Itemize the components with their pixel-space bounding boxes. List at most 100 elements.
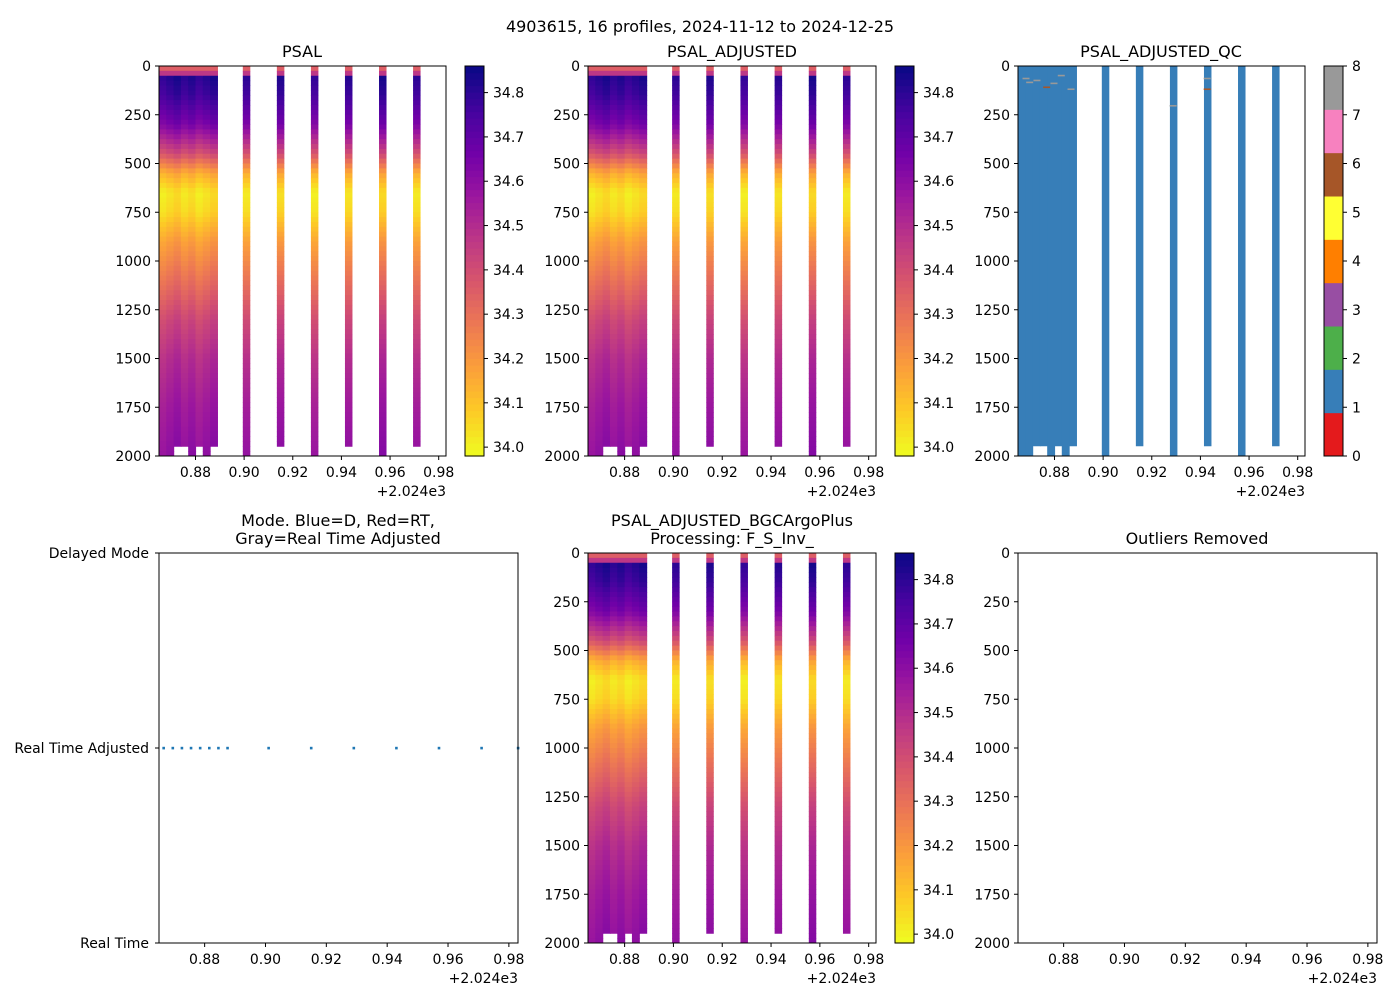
psal-bgc-salinity-cell: [842, 791, 851, 798]
psal-adjusted-ytick-label: 750: [553, 205, 580, 221]
psal-bgc-salinity-cell: [842, 865, 851, 871]
psal-adjusted-salinity-cell: [740, 417, 748, 423]
psal-bgc-salinity-cell: [842, 704, 851, 710]
psal-bgc-salinity-cell: [740, 816, 748, 822]
psal-bgc-salinity-cell: [740, 562, 748, 569]
psal-salinity-cell: [166, 168, 175, 174]
psal-bgc-salinity-cell: [588, 689, 596, 695]
psal-salinity-cell: [180, 334, 189, 340]
psal-bgc-colorbar-gradient-step: [895, 884, 914, 892]
psal-bgc-salinity-cell: [595, 782, 604, 788]
psal-adjusted-colorbar-gradient-step: [895, 430, 914, 438]
psal-adjusted-salinity-cell: [808, 148, 817, 155]
psal-bgc-salinity-cell: [706, 879, 714, 885]
psal-salinity-cell: [202, 231, 211, 238]
psal-adjusted-salinity-cell: [842, 119, 851, 125]
psal-adjusted-salinity-cell: [609, 80, 618, 86]
psal-bgc-salinity-cell: [609, 655, 618, 661]
psal-bgc-salinity-cell: [588, 587, 596, 593]
psal-bgc-salinity-cell: [672, 865, 680, 871]
psal-salinity-cell: [242, 441, 251, 447]
psal-bgc-salinity-cell: [588, 626, 596, 632]
psal-salinity-cell: [195, 387, 204, 394]
psal-adjusted-salinity-cell: [588, 397, 596, 403]
psal-bgc-salinity-cell: [740, 689, 748, 695]
psal-colorbar-gradient-step: [465, 430, 484, 438]
psal-salinity-cell: [173, 295, 182, 301]
psal-adjusted-salinity-cell: [617, 241, 626, 247]
psal-bgc-salinity-cell: [588, 577, 596, 583]
psal-adjusted-salinity-cell: [639, 324, 648, 330]
psal-adjusted-salinity-cell: [672, 100, 680, 106]
psal-adjusted-salinity-cell: [808, 363, 817, 369]
psal-bgc-salinity-cell: [602, 709, 611, 715]
psal-adjusted-qc-ytick-label: 1500: [974, 352, 1010, 368]
psal-adjusted-salinity-cell: [609, 295, 618, 301]
psal-bgc-salinity-cell: [672, 713, 680, 720]
psal-salinity-cell: [210, 178, 218, 184]
psal-salinity-cell: [310, 66, 319, 72]
psal-adjusted-salinity-cell: [595, 343, 604, 350]
psal-bgc-salinity-cell: [774, 923, 783, 929]
psal-adjusted-salinity-cell: [624, 153, 633, 160]
psal-bgc-salinity-cell: [631, 606, 640, 612]
psal-bgc-salinity-cell: [639, 699, 648, 705]
psal-salinity-cell: [180, 426, 189, 433]
psal-salinity-cell: [202, 407, 211, 413]
psal-adjusted-salinity-cell: [842, 290, 851, 296]
psal-bgc-ytick-label: 250: [553, 595, 580, 611]
psal-adjusted-salinity-cell: [706, 387, 714, 394]
psal-bgc-salinity-cell: [617, 865, 626, 871]
psal-salinity-cell: [344, 178, 353, 184]
psal-salinity-cell: [166, 100, 175, 106]
psal-adjusted-salinity-cell: [595, 192, 604, 199]
psal-bgc-salinity-cell: [609, 835, 618, 842]
psal-adjusted-salinity-cell: [609, 426, 618, 433]
psal-bgc-colorbar-gradient-step: [895, 728, 914, 736]
psal-adjusted-qc-qc-flag-mark: [1203, 77, 1211, 80]
psal-salinity-cell: [344, 90, 353, 96]
psal-colorbar-gradient-step: [465, 371, 484, 379]
psal-salinity-cell: [413, 251, 421, 257]
psal-bgc-salinity-cell: [617, 787, 626, 793]
psal-ytick-label: 250: [124, 108, 151, 124]
psal-salinity-cell: [242, 421, 251, 428]
psal-salinity-cell: [310, 407, 319, 413]
psal-salinity-cell: [310, 148, 319, 155]
psal-bgc-salinity-cell: [631, 577, 640, 583]
psal-adjusted-salinity-cell: [639, 343, 648, 350]
psal-salinity-cell: [210, 412, 218, 418]
psal-adjusted-salinity-cell: [617, 397, 626, 403]
psal-salinity-cell: [242, 90, 251, 96]
psal-adjusted-qc-ytick-label: 1250: [974, 303, 1010, 319]
psal-adjusted-salinity-cell: [631, 426, 640, 433]
psal-bgc-profile-column: [842, 553, 851, 934]
psal-salinity-cell: [195, 256, 204, 262]
psal-bgc-salinity-cell: [842, 757, 851, 764]
psal-adjusted-salinity-cell: [672, 163, 680, 169]
psal-adjusted-colorbar-gradient-step: [895, 118, 914, 126]
psal-adjusted-salinity-cell: [631, 407, 640, 413]
psal-salinity-cell: [310, 285, 319, 291]
psal-bgc-profile-column: [602, 553, 611, 934]
psal-adjusted-salinity-cell: [588, 202, 596, 208]
psal-bgc-salinity-cell: [624, 587, 633, 593]
psal-colorbar-gradient-step: [465, 306, 484, 314]
psal-bgc-salinity-cell: [595, 767, 604, 773]
psal-bgc-salinity-cell: [617, 709, 626, 715]
psal-bgc-salinity-cell: [602, 767, 611, 773]
psal-bgc-salinity-cell: [609, 899, 618, 905]
psal-salinity-cell: [159, 114, 167, 121]
psal-adjusted-salinity-cell: [808, 129, 817, 135]
psal-adjusted-salinity-cell: [774, 197, 783, 203]
psal-salinity-cell: [166, 334, 175, 340]
psal-bgc-salinity-cell: [609, 796, 618, 803]
psal-salinity-cell: [242, 412, 251, 418]
psal-adjusted-salinity-cell: [740, 75, 748, 82]
psal-adjusted-salinity-cell: [624, 168, 633, 174]
psal-salinity-cell: [159, 134, 167, 140]
psal-salinity-cell: [180, 382, 189, 389]
psal-bgc-salinity-cell: [774, 918, 783, 924]
psal-ytick-label: 1750: [115, 400, 151, 416]
psal-bgc-salinity-cell: [595, 772, 604, 778]
